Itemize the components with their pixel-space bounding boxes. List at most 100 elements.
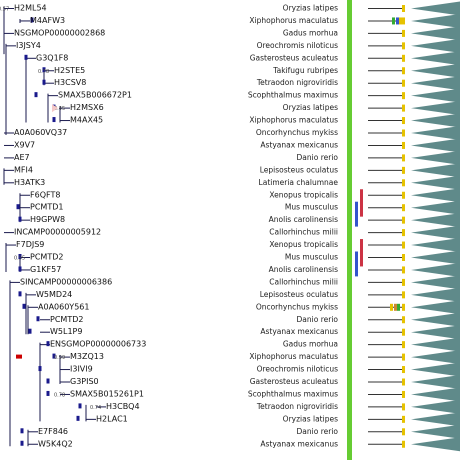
domain-block — [402, 254, 405, 261]
species-label: Xiphophorus maculatus — [249, 16, 338, 25]
domain-block — [402, 415, 405, 423]
alignment-triangle — [411, 375, 460, 389]
alignment-triangle — [411, 88, 460, 103]
alignment-triangle — [411, 275, 460, 290]
species-label: Oryzias latipes — [283, 4, 338, 13]
domain-block — [394, 303, 397, 311]
domain-block — [402, 29, 405, 37]
domain-block — [402, 141, 405, 149]
gene-label: AE7 — [14, 153, 30, 162]
tree-node-marker — [52, 353, 56, 359]
gene-label: F6QFT8 — [30, 190, 60, 199]
domain-block — [402, 390, 405, 398]
support-value: 0.95 — [14, 256, 25, 262]
species-label: Xiphophorus maculatus — [249, 116, 338, 125]
domain-block — [402, 179, 405, 187]
paralog-bar — [355, 201, 358, 227]
domain-block — [402, 5, 405, 12]
tree-node-marker — [52, 117, 56, 123]
gene-label: M3ZQ13 — [70, 352, 104, 361]
domain-block — [402, 191, 405, 199]
species-label: Astyanax mexicanus — [260, 327, 338, 336]
support-value: 0.57 — [0, 7, 9, 13]
gene-label: E7F846 — [38, 427, 68, 436]
alignment-triangle — [411, 412, 460, 427]
gene-label: W5MD24 — [36, 290, 72, 299]
gene-label: H3CSV8 — [54, 78, 86, 87]
tree-node-marker — [30, 17, 34, 23]
alignment-triangle — [411, 150, 460, 165]
gene-label: G3Q1F8 — [36, 53, 68, 62]
alignment-triangle — [411, 262, 460, 277]
alignment-triangle — [411, 312, 460, 327]
species-label: Oncorhynchus mykiss — [256, 128, 338, 137]
domain-block — [402, 166, 405, 174]
gene-label: H2LAC1 — [96, 414, 128, 423]
species-label: Callorhinchus milii — [269, 277, 338, 286]
gene-label: H2ML54 — [14, 4, 47, 13]
species-label: Xenopus tropicalis — [269, 240, 338, 249]
alignment-triangle — [411, 337, 460, 352]
species-label: Xenopus tropicalis — [269, 190, 338, 199]
tree-node-marker — [76, 415, 80, 421]
species-label: Latimeria chalumnae — [259, 178, 339, 187]
gene-label: H3ATK3 — [14, 178, 45, 187]
gene-label: I3JSY4 — [16, 41, 41, 50]
tree-node-marker — [78, 403, 82, 409]
domain-block — [396, 17, 399, 25]
tree-node-marker — [20, 440, 24, 446]
domain-block — [392, 17, 395, 25]
species-label: Scophthalmus maximus — [248, 91, 338, 100]
domain-block — [402, 154, 405, 162]
gene-label: M4AFW3 — [30, 16, 65, 25]
alignment-triangle — [411, 424, 460, 439]
gene-label: X9V7 — [14, 140, 35, 149]
alignment-triangle — [411, 76, 460, 91]
alignment-triangle — [411, 51, 460, 66]
domain-block — [399, 17, 402, 25]
gene-label: A0A060VQ37 — [14, 128, 67, 137]
domain-block — [402, 92, 405, 100]
gene-label: SMAX5B006672P1 — [58, 91, 132, 100]
alignment-triangle — [411, 287, 460, 302]
domain-block — [402, 216, 405, 224]
species-label: Danio rerio — [297, 153, 339, 162]
tree-node-marker — [46, 341, 50, 347]
tree-node-marker — [46, 378, 50, 384]
domain-block — [402, 328, 405, 336]
gene-label: INCAMP00000005912 — [14, 228, 101, 237]
support-value: 0.78 — [38, 69, 49, 75]
domain-block — [402, 353, 405, 361]
species-label: Anolis carolinensis — [269, 215, 338, 224]
alignment-triangle — [411, 399, 460, 414]
support-value: 0.74 — [90, 405, 101, 411]
gene-label: W5L1P9 — [50, 327, 82, 336]
tree-node-marker — [18, 216, 22, 222]
domain-block — [402, 17, 405, 25]
paralog-bar — [355, 251, 358, 277]
species-label: Oreochromis niloticus — [257, 365, 339, 374]
gene-label: W5K4Q2 — [38, 439, 73, 448]
species-label: Takifugu rubripes — [272, 66, 338, 75]
alignment-triangle — [411, 138, 460, 153]
species-bar — [347, 0, 352, 460]
tree-node-marker — [36, 316, 40, 322]
alignment-triangle — [411, 238, 460, 253]
gene-label: A0A060Y561 — [38, 302, 89, 311]
gene-label: MFI4 — [14, 165, 33, 174]
alignment-triangle — [411, 1, 460, 16]
tree-node-marker — [28, 328, 32, 334]
gene-label: PCMTD2 — [30, 253, 63, 262]
species-label: Oreochromis niloticus — [257, 41, 339, 50]
domain-block — [402, 104, 405, 112]
domain-block — [402, 79, 405, 87]
gene-label: F7DJS9 — [16, 240, 44, 249]
gene-label: PCMTD1 — [30, 203, 63, 212]
domain-block — [402, 303, 405, 311]
paralog-bar — [360, 239, 363, 267]
gene-label: ENSGMOP00000006733 — [50, 340, 146, 349]
alignment-triangle — [411, 175, 460, 190]
gene-label: G1KF57 — [30, 265, 61, 274]
domain-block — [402, 67, 405, 75]
